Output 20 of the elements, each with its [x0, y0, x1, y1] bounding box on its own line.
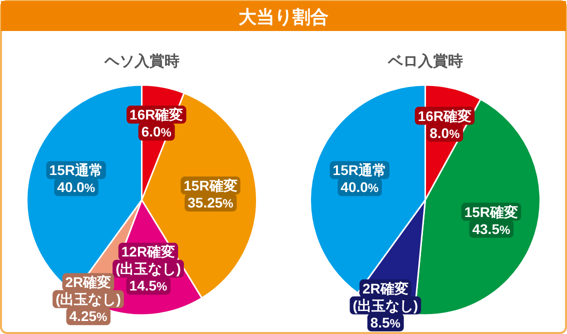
data-label: 4.25%: [69, 308, 108, 324]
slice-label: 16R確変: [130, 106, 184, 123]
data-label: 35.25%: [188, 194, 234, 211]
slice-label: 15R確変: [464, 204, 518, 220]
data-label: 40.0%: [340, 179, 379, 196]
slice-label: 2R確変(出玉なし): [352, 280, 418, 314]
data-label: 14.5%: [129, 278, 168, 294]
data-label: 43.5%: [472, 220, 510, 237]
data-label: 6.0%: [141, 124, 172, 140]
chart-title: 大当り割合: [238, 7, 328, 27]
data-label: 8.0%: [430, 124, 460, 141]
chart-subtitle: ヘソ入賞時: [103, 53, 180, 70]
slice-label: 15R確変: [184, 178, 238, 194]
chart-subtitle: ベロ入賞時: [386, 53, 463, 70]
data-label: 40.0%: [57, 179, 96, 196]
slice-label: 15R通常: [49, 162, 103, 178]
data-label: 8.5%: [370, 314, 401, 330]
slice-label: 15R通常: [332, 162, 386, 178]
slice-label: 12R確変(出玉なし): [116, 244, 181, 277]
slice-label: 16R確変: [418, 108, 472, 124]
